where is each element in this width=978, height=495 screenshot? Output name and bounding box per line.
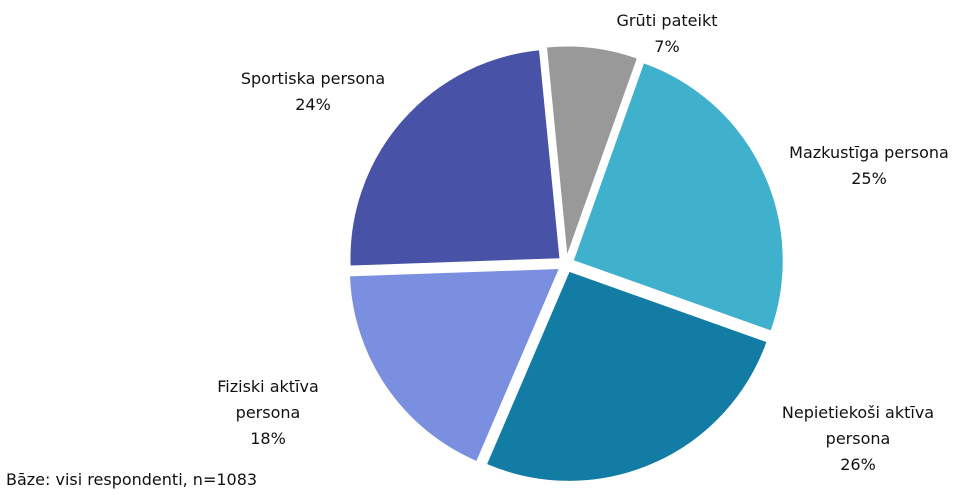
slice-label: Fiziski aktīva persona 18%: [193, 374, 343, 452]
category-label: Grūti pateikt: [616, 11, 718, 30]
value-label: 7%: [654, 37, 680, 56]
value-label: 18%: [250, 429, 286, 448]
slice-label: Mazkustīga persona 25%: [754, 140, 978, 192]
value-label: 24%: [295, 95, 331, 114]
value-label: 25%: [851, 169, 887, 188]
pie-slice: [545, 45, 639, 257]
pie-slice: [349, 267, 561, 463]
category-label: Nepietiekoši aktīva persona: [781, 403, 935, 448]
pie-slice: [572, 62, 784, 332]
slice-label: Nepietiekoši aktīva persona 26%: [768, 400, 948, 478]
value-label: 26%: [840, 455, 876, 474]
category-label: Mazkustīga persona: [789, 143, 949, 162]
pie-slice: [349, 49, 561, 267]
slice-label: Sportiska persona 24%: [203, 66, 423, 118]
pie-slice: [485, 270, 768, 482]
category-label: Sportiska persona: [240, 69, 386, 88]
slice-label: Grūti pateikt 7%: [592, 8, 742, 60]
category-label: Fiziski aktīva persona: [217, 377, 319, 422]
footnote: Bāze: visi respondenti, n=1083: [6, 470, 258, 489]
